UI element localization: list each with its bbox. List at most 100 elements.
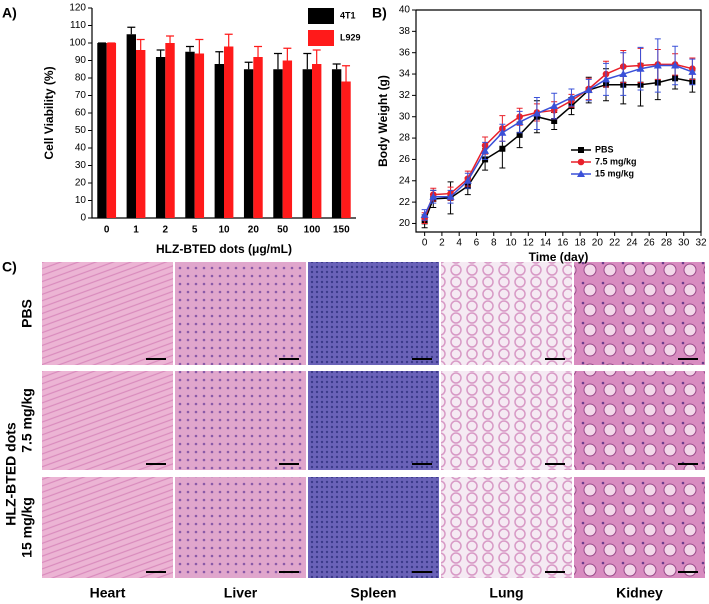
error-bar (254, 45, 263, 57)
error-bar (156, 49, 165, 57)
bar (273, 69, 283, 218)
histology-image (175, 477, 306, 578)
y-tick-label: 38 (399, 26, 411, 37)
bar (185, 51, 195, 218)
legend-label: 7.5 mg/kg (595, 156, 637, 166)
marker (584, 86, 593, 94)
histology-panel: C) HLZ-BTED dots PBS 7.5 mg/kg 15 mg/kg Hea… (2, 259, 705, 601)
x-tick-label: 1 (133, 225, 139, 236)
x-tick-label: 4 (456, 238, 462, 249)
y-tick-label: 40 (75, 143, 87, 154)
y-tick-label: 22 (399, 197, 411, 208)
marker (463, 176, 472, 184)
marker (429, 192, 438, 200)
marker (567, 93, 576, 101)
error-bar (342, 65, 351, 82)
y-tick-label: 110 (70, 20, 86, 31)
error-bar (224, 33, 233, 47)
y-tick-label: 80 (75, 73, 87, 84)
x-tick-label: 5 (192, 225, 198, 236)
y-tick-label: 26 (399, 154, 411, 165)
bar (97, 43, 107, 218)
y-tick-label: 50 (75, 125, 87, 136)
histology-image (574, 371, 705, 470)
x-tick-label: 6 (474, 238, 480, 249)
marker (671, 61, 680, 69)
x-tick-label: 32 (695, 238, 707, 249)
x-axis-label: HLZ-BTED dots (μg/mL) (156, 242, 292, 256)
bar (331, 69, 342, 218)
x-axis-label: Time (day) (529, 250, 589, 264)
y-tick-label: 90 (75, 55, 87, 66)
bar (126, 34, 136, 218)
bar (155, 57, 166, 218)
error-bar (127, 26, 136, 35)
y-tick-label: 24 (399, 175, 411, 186)
y-tick-label: 100 (69, 38, 86, 49)
marker (653, 61, 662, 69)
histology-image (441, 371, 572, 470)
x-tick-label: 2 (163, 225, 169, 236)
panel-label: B) (372, 5, 387, 21)
row-label: PBS (19, 299, 35, 328)
bar (282, 60, 293, 218)
error-bar (215, 51, 224, 64)
error-bar (166, 35, 175, 43)
histology-image (308, 262, 439, 365)
tissue-label: Spleen (351, 585, 397, 601)
marker (515, 118, 524, 126)
x-tick-label: 14 (540, 238, 552, 249)
line (423, 63, 693, 219)
bar (106, 43, 117, 218)
x-tick-label: 26 (644, 238, 656, 249)
x-tick-label: 24 (626, 238, 638, 249)
marker (551, 118, 558, 124)
y-axis-label: Body Weight (g) (376, 75, 390, 167)
group-title: HLZ-BTED dots (3, 422, 19, 526)
error-bar (195, 38, 204, 54)
x-tick-label: 50 (277, 225, 289, 236)
panel-label: A) (2, 5, 17, 21)
marker (688, 67, 697, 75)
x-tick-label: 8 (491, 238, 497, 249)
x-tick-label: 16 (557, 238, 569, 249)
bar (341, 81, 351, 218)
marker (420, 210, 429, 218)
line (423, 77, 693, 222)
legend-label: PBS (595, 144, 614, 154)
legend-swatch (308, 30, 334, 46)
y-tick-label: 30 (399, 111, 411, 122)
histology-image (441, 477, 572, 578)
bar (165, 43, 175, 218)
x-tick-label: 0 (422, 238, 428, 249)
histology-image (175, 262, 306, 365)
y-tick-label: 60 (75, 108, 87, 119)
y-tick-label: 34 (399, 69, 411, 80)
y-axis-label: Cell Viability (%) (42, 66, 56, 159)
bar (312, 64, 322, 218)
x-tick-label: 30 (678, 238, 690, 249)
x-tick-label: 2 (439, 238, 445, 249)
marker (532, 109, 541, 117)
x-tick-label: 20 (248, 225, 260, 236)
marker (577, 170, 585, 177)
bar (224, 46, 234, 218)
tissue-label: Kidney (616, 585, 663, 601)
error-bar (332, 63, 341, 70)
histology-image (308, 371, 439, 470)
error-bar (185, 45, 194, 52)
marker (602, 75, 610, 83)
error-bar (283, 47, 292, 61)
marker (577, 158, 585, 166)
legend-label: L929 (340, 32, 361, 42)
marker (516, 131, 523, 138)
histology-image (175, 371, 306, 470)
y-tick-label: 10 (75, 195, 87, 206)
histology-image (42, 477, 173, 578)
histology-image (574, 477, 705, 578)
tissue-label: Heart (90, 585, 126, 601)
y-tick-label: 40 (399, 5, 411, 16)
histology-image (308, 477, 439, 578)
legend-label: 4T1 (340, 10, 356, 20)
